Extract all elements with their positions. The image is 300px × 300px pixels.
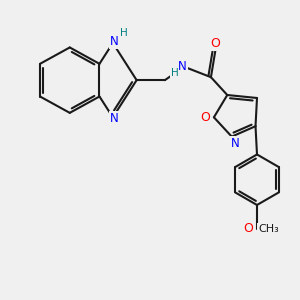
- Text: H: H: [171, 68, 178, 78]
- Text: O: O: [200, 111, 210, 124]
- Text: N: N: [110, 35, 119, 48]
- Text: CH₃: CH₃: [258, 224, 279, 234]
- Text: H: H: [120, 28, 128, 38]
- Text: O: O: [211, 38, 220, 50]
- Text: O: O: [244, 222, 254, 235]
- Text: N: N: [231, 137, 240, 150]
- Text: N: N: [178, 60, 187, 73]
- Text: N: N: [110, 112, 119, 125]
